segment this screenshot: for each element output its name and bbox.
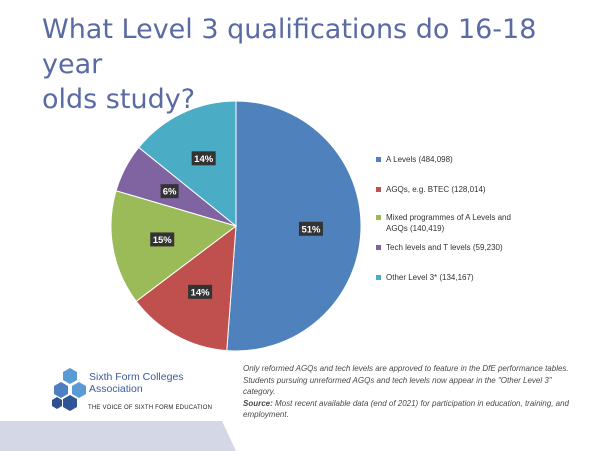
data-label-1: 14% bbox=[188, 284, 213, 299]
sfca-logo: Sixth Form Colleges Association THE VOIC… bbox=[52, 367, 252, 417]
legend-swatch bbox=[376, 215, 381, 220]
legend-item-4: Other Level 3* (134,167) bbox=[376, 272, 474, 283]
data-label-4: 14% bbox=[191, 151, 216, 166]
footnote: Only reformed AGQs and tech levels are a… bbox=[243, 363, 583, 421]
footer-band bbox=[0, 421, 236, 451]
legend-label: AGQs, e.g. BTEC (128,014) bbox=[386, 185, 486, 194]
legend-item-0: A Levels (484,098) bbox=[376, 154, 453, 165]
logo-line2: Association bbox=[89, 383, 143, 395]
svg-text:14%: 14% bbox=[194, 154, 214, 165]
hexagon-logo-icon bbox=[52, 368, 86, 411]
svg-text:6%: 6% bbox=[163, 187, 177, 198]
legend-item-3: Tech levels and T levels (59,230) bbox=[376, 242, 503, 253]
pie-slice-1 bbox=[135, 224, 237, 352]
pie-slice-0 bbox=[226, 100, 362, 352]
legend-label: Tech levels and T levels (59,230) bbox=[386, 243, 503, 252]
source-label: Source: bbox=[243, 398, 273, 408]
data-label-2: 15% bbox=[150, 232, 175, 247]
svg-text:15%: 15% bbox=[153, 235, 173, 246]
svg-text:51%: 51% bbox=[301, 224, 321, 235]
slide-title: What Level 3 qualifications do 16-18 yea… bbox=[42, 14, 537, 115]
logo-line1: Sixth Form Colleges bbox=[89, 371, 184, 383]
legend-swatch bbox=[376, 245, 381, 250]
legend-item-2: Mixed programmes of A Levels and AGQs (1… bbox=[376, 212, 516, 234]
legend-swatch bbox=[376, 187, 381, 192]
legend-label: Other Level 3* (134,167) bbox=[386, 273, 474, 282]
legend-item-1: AGQs, e.g. BTEC (128,014) bbox=[376, 184, 486, 195]
pie-slice-4 bbox=[138, 100, 237, 228]
legend-swatch bbox=[376, 275, 381, 280]
data-label-3: 6% bbox=[160, 184, 179, 199]
footnote-text: Only reformed AGQs and tech levels are a… bbox=[243, 364, 569, 396]
legend-label: Mixed programmes of A Levels and AGQs (1… bbox=[386, 213, 511, 233]
legend-label: A Levels (484,098) bbox=[386, 155, 453, 164]
source-text: Most recent available data (end of 2021)… bbox=[243, 398, 569, 420]
logo-tagline: THE VOICE OF SIXTH FORM EDUCATION bbox=[88, 405, 213, 411]
legend-swatch bbox=[376, 157, 381, 162]
svg-text:14%: 14% bbox=[191, 287, 211, 298]
data-label-0: 51% bbox=[298, 221, 323, 236]
